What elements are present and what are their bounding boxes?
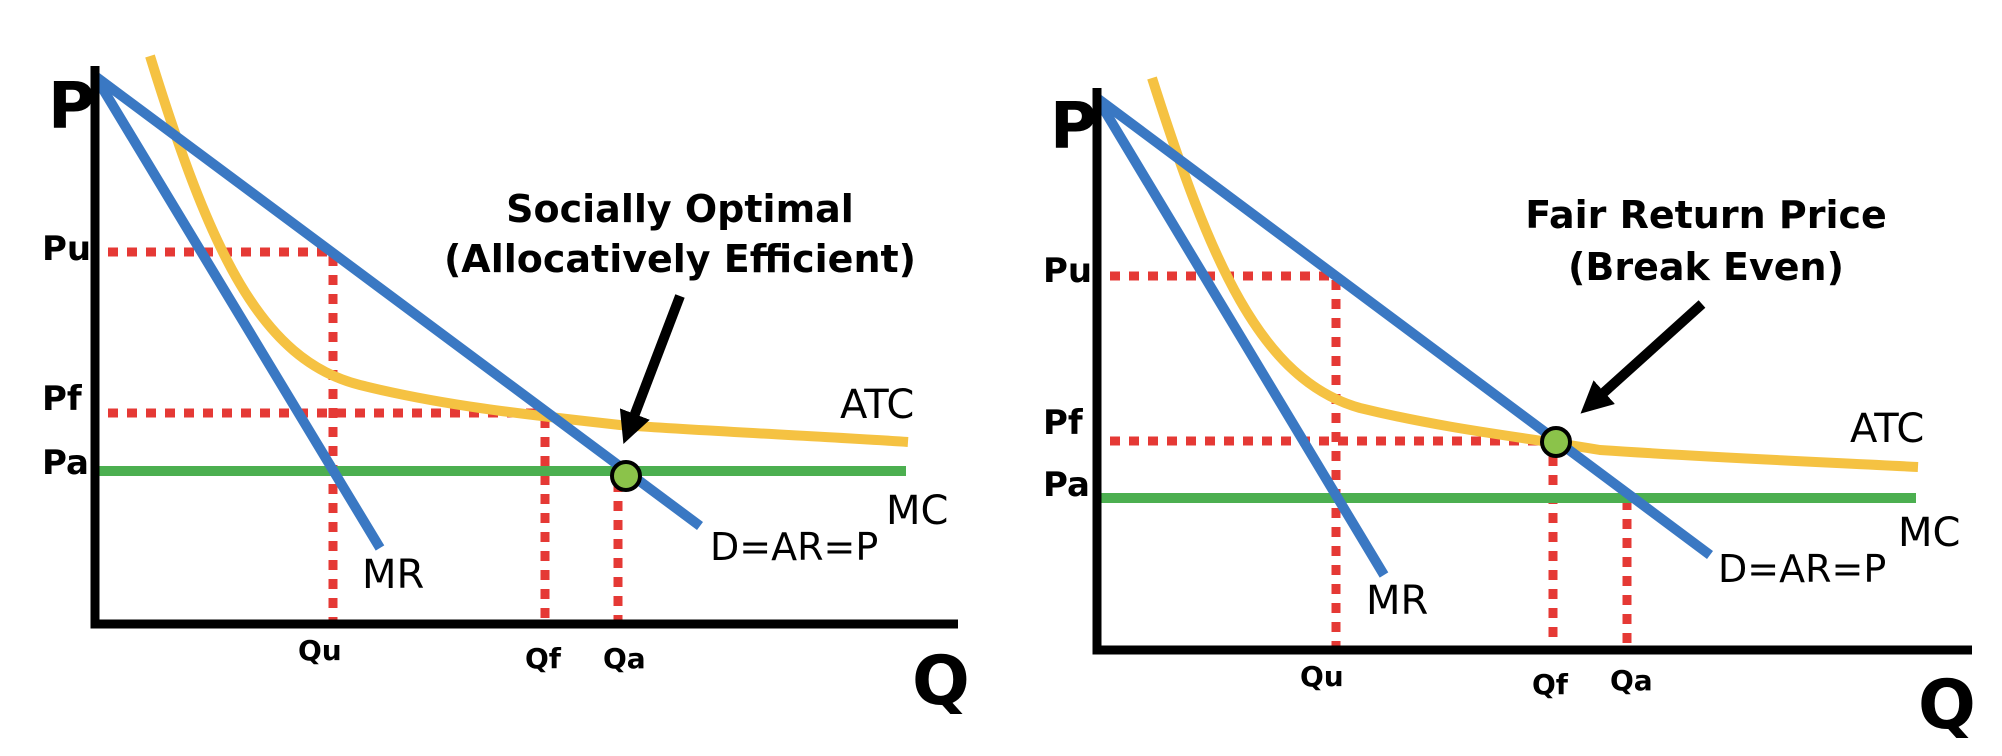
atc-curve-left — [145, 54, 909, 447]
price-label-pf-left: Pf — [42, 379, 83, 419]
qty-label-qu-left: Qu — [298, 634, 342, 667]
demand-curve-left — [92, 71, 703, 531]
demand-curve-right — [1094, 93, 1713, 560]
axis-x-label-right: Q — [1918, 666, 1976, 745]
qty-label-qf-right: Qf — [1532, 668, 1569, 701]
mc-label-left: MC — [886, 488, 948, 534]
demand-label-right: D=AR=P — [1718, 547, 1886, 591]
mr-label-right: MR — [1366, 578, 1428, 624]
guide-lines-right — [1110, 271, 1632, 650]
price-label-pa-right: Pa — [1043, 465, 1090, 505]
axes-left — [90, 66, 958, 629]
atc-label-left: ATC — [840, 382, 914, 428]
atc-curve-right — [1147, 76, 1919, 472]
mc-label-right: MC — [1898, 510, 1960, 556]
guide-lines-left — [108, 247, 623, 625]
annotation-line1-left: Socially Optimal — [506, 187, 854, 231]
annotation-line1-right: Fair Return Price — [1525, 193, 1887, 237]
annotation-line2-left: (Allocatively Efficient) — [444, 237, 916, 281]
qty-label-qa-right: Qa — [1610, 664, 1653, 697]
qty-label-qu-right: Qu — [1300, 660, 1344, 693]
mr-label-left: MR — [362, 552, 424, 598]
socially-optimal-point — [610, 460, 642, 492]
mr-curve-left — [90, 73, 385, 551]
axis-y-label-left: P — [48, 70, 95, 144]
annotation-arrow-right — [1580, 300, 1706, 414]
panel-right: P Q Pu Pf Pa Qu Qf Qa ATC MC MR D=AR=P F… — [1043, 76, 1976, 745]
fair-return-point — [1540, 426, 1572, 458]
price-label-pa-left: Pa — [42, 443, 89, 483]
price-label-pf-right: Pf — [1043, 403, 1084, 443]
annotation-line2-right: (Break Even) — [1568, 245, 1844, 289]
annotation-arrow-left — [619, 294, 685, 444]
axis-x-label-left: Q — [912, 642, 970, 721]
axis-y-label-right: P — [1050, 90, 1097, 164]
price-label-pu-left: Pu — [42, 229, 91, 269]
price-label-pu-right: Pu — [1043, 251, 1092, 291]
qty-label-qa-left: Qa — [603, 642, 646, 675]
atc-label-right: ATC — [1850, 406, 1924, 452]
qty-label-qf-left: Qf — [525, 642, 562, 675]
demand-label-left: D=AR=P — [710, 525, 878, 569]
panel-left: P Q Pu Pf Pa Qu Qf Qa ATC MC MR D=AR=P S… — [42, 54, 970, 721]
axes-right — [1092, 88, 1972, 655]
mr-curve-right — [1092, 95, 1389, 578]
